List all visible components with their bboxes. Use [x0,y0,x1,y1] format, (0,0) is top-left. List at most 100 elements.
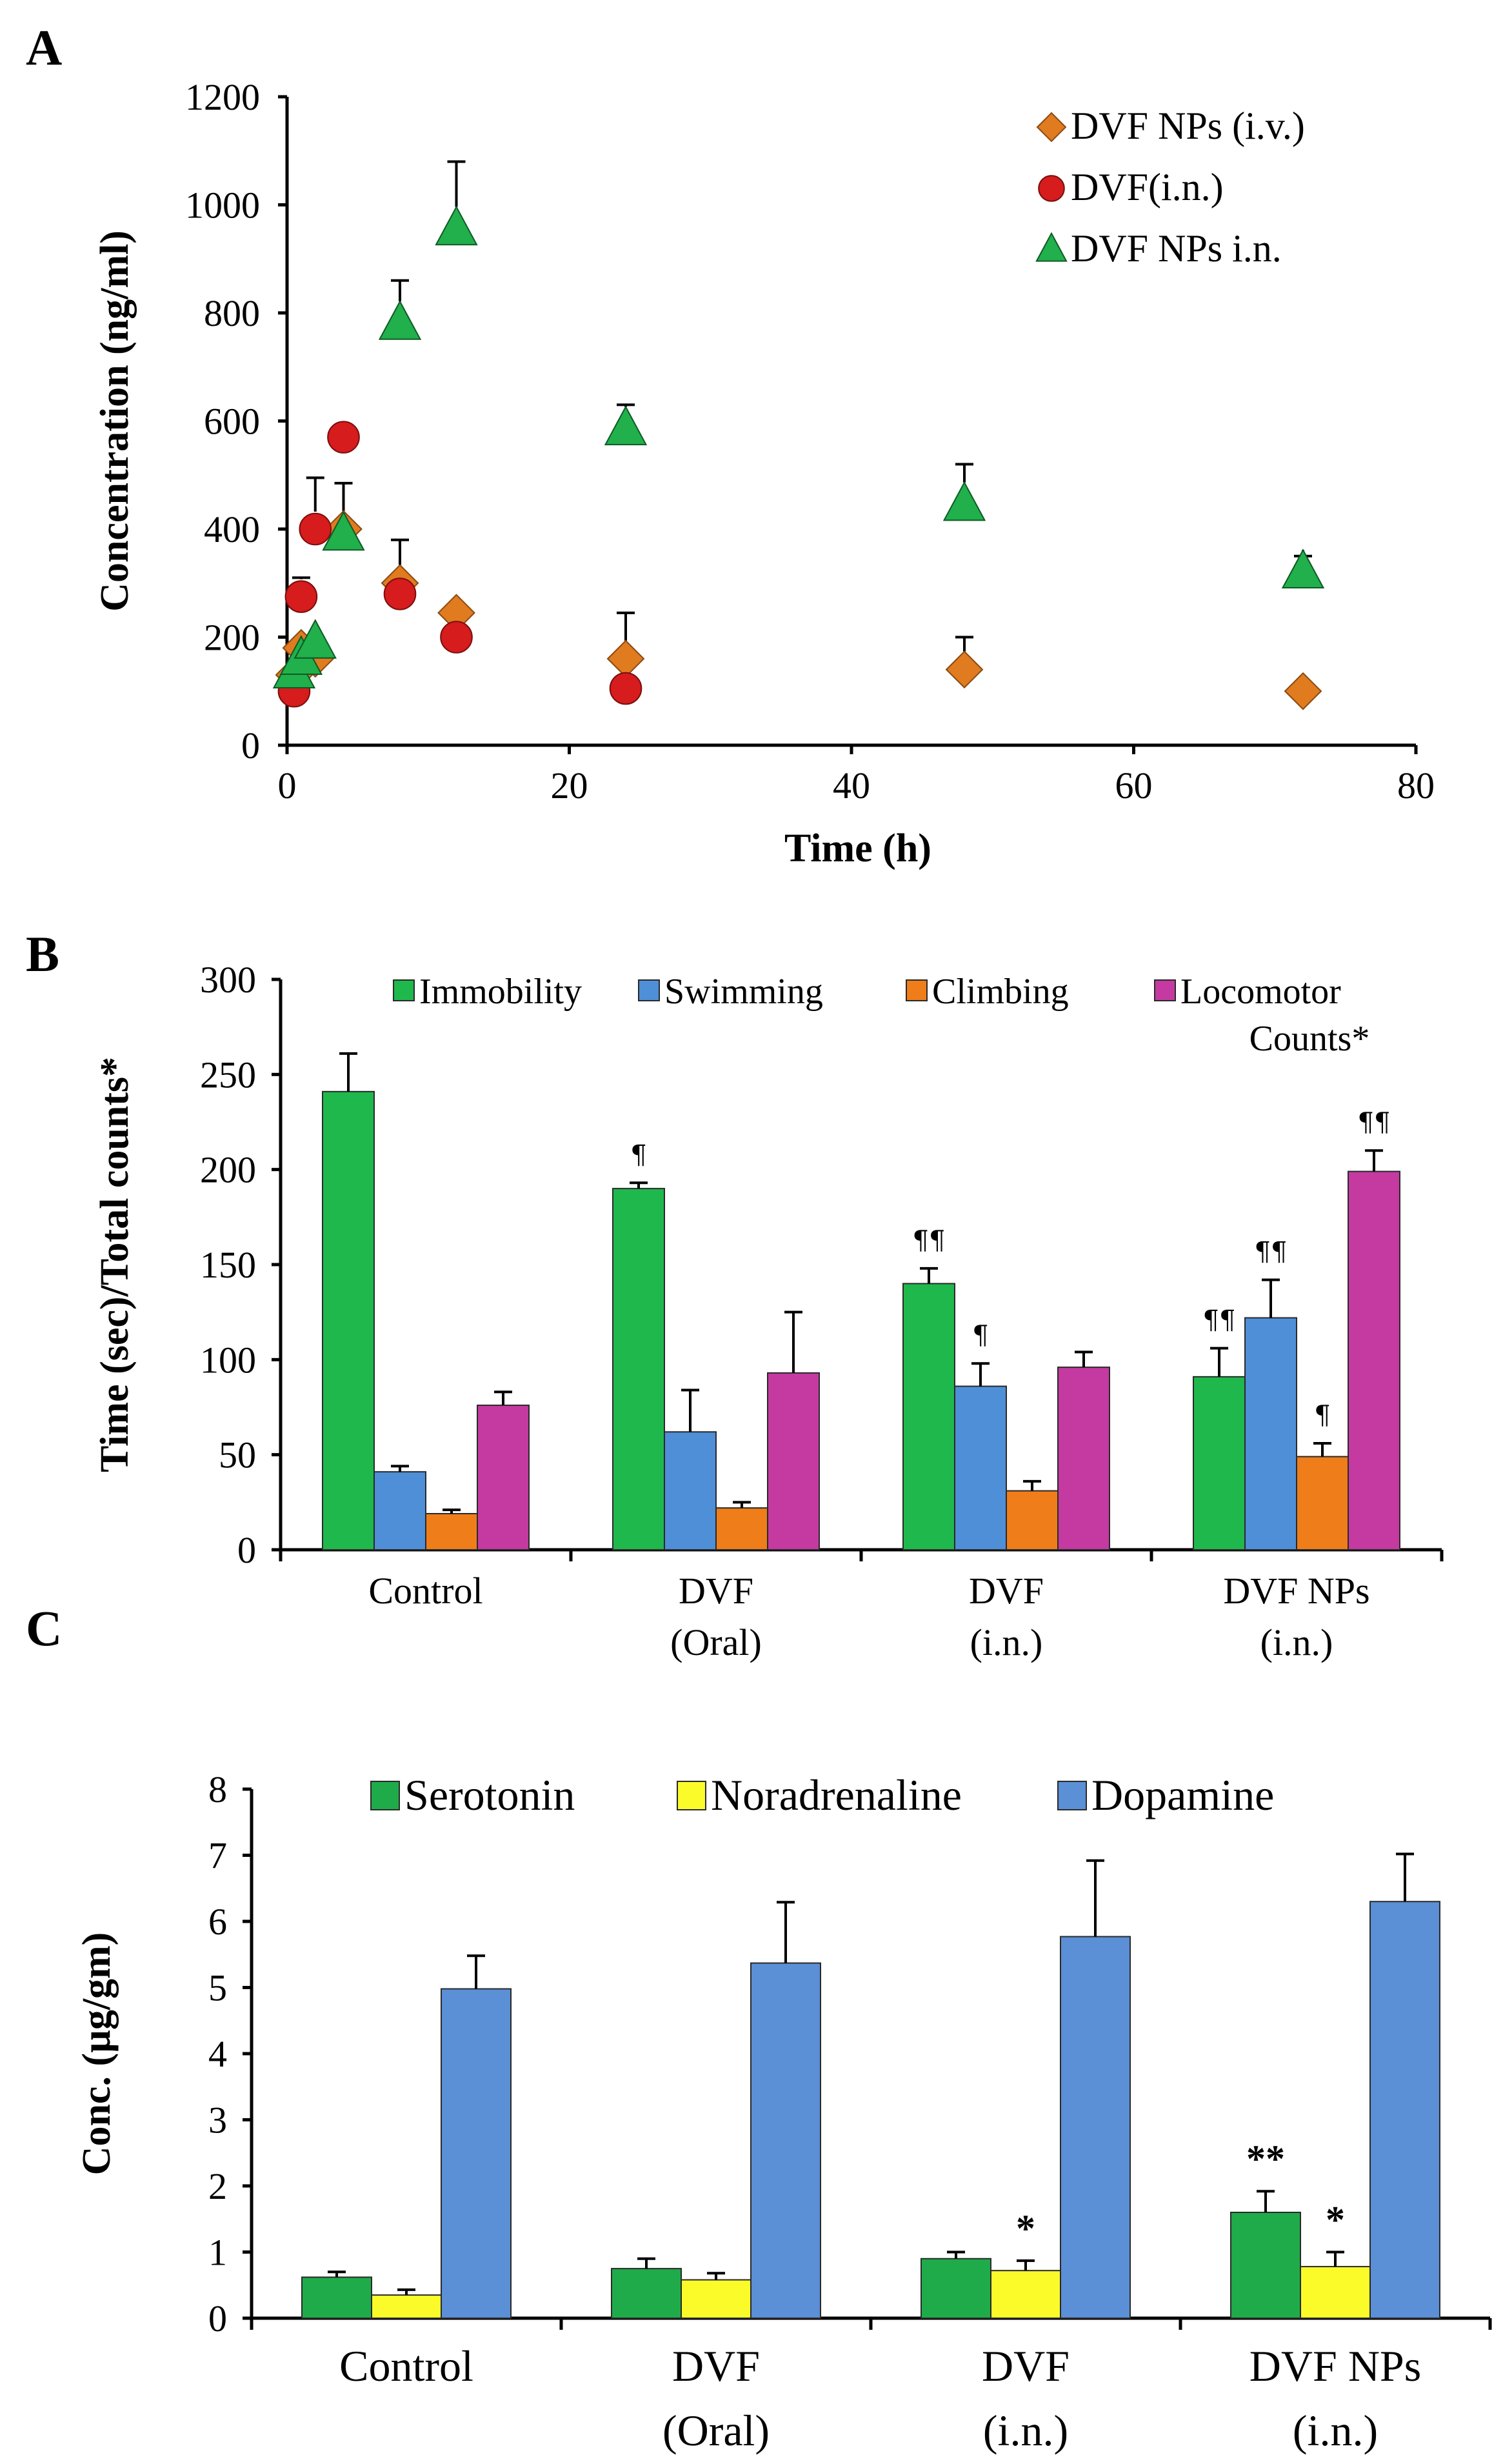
bar-serotonin [611,2268,682,2319]
bar-immobility [612,1188,665,1550]
y-tick-label: 5 [208,1967,227,2009]
bar-dopamine [750,1962,821,2319]
significance-mark: * [1016,2207,1035,2250]
y-tick-label: 6 [208,1901,227,1943]
bar-swimming [1244,1317,1297,1551]
panel-a-scatter-chart: 0 200 400 600 800 1000 1200 0 20 40 60 80 Time (h) Co… [93,76,1435,870]
legend-label-dopamine: Dopamine [1091,1770,1274,1819]
legend-swatch-serotonin [370,1781,400,1810]
legend-label-immobility: Immobility [419,972,582,1012]
bar-serotonin [301,2276,372,2319]
category-label-line2: (Oral) [670,1621,762,1663]
y-axis-title: Time (sec)/Total counts* [93,1057,137,1472]
legend-label-serotonin: Serotonin [404,1770,575,1819]
data-point-dvf-i-n [299,512,332,546]
bar-locomotor-counts [1348,1170,1400,1550]
significance-mark: ¶ [1314,1401,1330,1430]
bar-locomotor-counts [477,1405,530,1550]
bar-swimming [954,1385,1007,1550]
data-point-dvf-nps-i-n [294,619,337,659]
data-point-dvf-i-n [383,577,417,610]
panel-c-bar-chart: 0 1 2 3 4 5 6 7 8 Conc. (µg/gm) Control DVF (Oral) * D… [75,1768,1492,2455]
data-point-dvf-nps-i-n [322,510,365,551]
legend-swatch-climbing [906,979,928,1001]
legend-marker-dvf-nps-i-n [1035,232,1068,262]
data-point-dvf-i-n [327,421,360,454]
significance-mark: ¶¶ [1255,1237,1288,1267]
bar-climbing [715,1507,768,1551]
category-label-line2: (i.n.) [1293,2406,1378,2455]
bar-dopamine [1060,1936,1131,2319]
bar-climbing [425,1513,478,1551]
bar-serotonin [1230,2212,1301,2319]
legend-swatch-locomotor-counts [1154,979,1176,1001]
legend-marker-dvf-nps-i-v [1036,112,1067,143]
legend-label-dvf-nps-i-n: DVF NPs i.n. [1071,227,1282,270]
significance-mark: ¶ [630,1140,646,1170]
bar-climbing [1296,1456,1349,1550]
data-point-dvf-nps-i-n [378,300,422,340]
legend-swatch-swimming [638,979,660,1001]
y-tick-label: 200 [200,1149,256,1191]
x-tick-label: 40 [833,765,870,806]
bar-swimming [373,1471,426,1551]
y-tick-label: 8 [208,1768,227,1810]
bar-noradrenaline [1300,2266,1371,2319]
legend-swatch-noradrenaline [677,1781,706,1810]
y-tick-label: 200 [204,617,260,659]
significance-mark: * [1326,2199,1345,2241]
x-axis-title: Time (h) [784,826,931,870]
category-label: DVF [969,1570,1044,1612]
data-point-dvf-nps-i-n [1281,548,1325,588]
bar-dopamine [441,1988,512,2319]
y-tick-label: 1200 [185,76,260,118]
legend-label-climbing: Climbing [932,972,1069,1012]
bar-locomotor-counts [1057,1367,1110,1551]
data-point-dvf-nps-i-v [945,650,984,689]
significance-mark: ¶¶ [913,1226,946,1256]
legend-label-dvf-nps-i-v: DVF NPs (i.v.) [1071,105,1305,147]
y-tick-label: 2 [208,2165,227,2207]
significance-mark: ¶¶ [1203,1306,1236,1336]
x-tick-label: 20 [551,765,588,806]
category-label: DVF NPs [1223,1570,1369,1612]
legend-label-swimming: Swimming [664,972,823,1012]
category-label-line2: (i.n.) [970,1621,1043,1663]
significance-mark: ¶¶ [1358,1108,1391,1137]
y-tick-label: 0 [237,1529,256,1571]
legend-marker-dvf-i-n [1038,175,1065,202]
y-tick-label: 150 [200,1244,256,1286]
x-tick-label: 0 [278,765,297,806]
bar-noradrenaline [990,2270,1061,2319]
y-tick-label: 3 [208,2099,227,2141]
panel-label-c: C [26,1600,62,1656]
category-label: Control [368,1570,483,1612]
data-point-dvf-nps-i-n [942,481,986,521]
significance-mark: ¶ [972,1321,988,1350]
bar-locomotor-counts [767,1372,820,1550]
y-tick-label: 800 [204,292,260,334]
category-label-line2: (i.n.) [983,2406,1068,2455]
category-label: DVF [672,2341,760,2390]
y-tick-label: 50 [219,1434,256,1476]
y-tick-label: 1 [208,2232,227,2274]
y-tick-label: 4 [208,2033,227,2075]
panel-b-bar-chart: 0 50 100 150 200 250 300 Time (sec)/Total count… [93,959,1444,1663]
y-tick-label: 600 [204,401,260,443]
panel-label-a: A [26,19,62,75]
y-tick-label: 300 [200,959,256,1001]
data-point-dvf-i-n [609,672,642,705]
category-label-line2: (Oral) [662,2406,770,2455]
data-point-dvf-nps-i-v [1284,672,1322,710]
bar-immobility [1193,1376,1246,1550]
data-point-dvf-i-n [284,580,318,613]
y-tick-label: 7 [208,1835,227,1877]
y-tick-label: 250 [200,1054,256,1096]
category-label: Control [339,2341,473,2390]
legend-label-locomotor-counts: Locomotor [1180,972,1341,1012]
bar-noradrenaline [681,2279,752,2319]
category-label: DVF [982,2341,1070,2390]
legend-swatch-immobility [393,979,415,1001]
legend-label-dvf-i-n: DVF(i.n.) [1071,166,1224,208]
category-label-line2: (i.n.) [1260,1621,1333,1663]
